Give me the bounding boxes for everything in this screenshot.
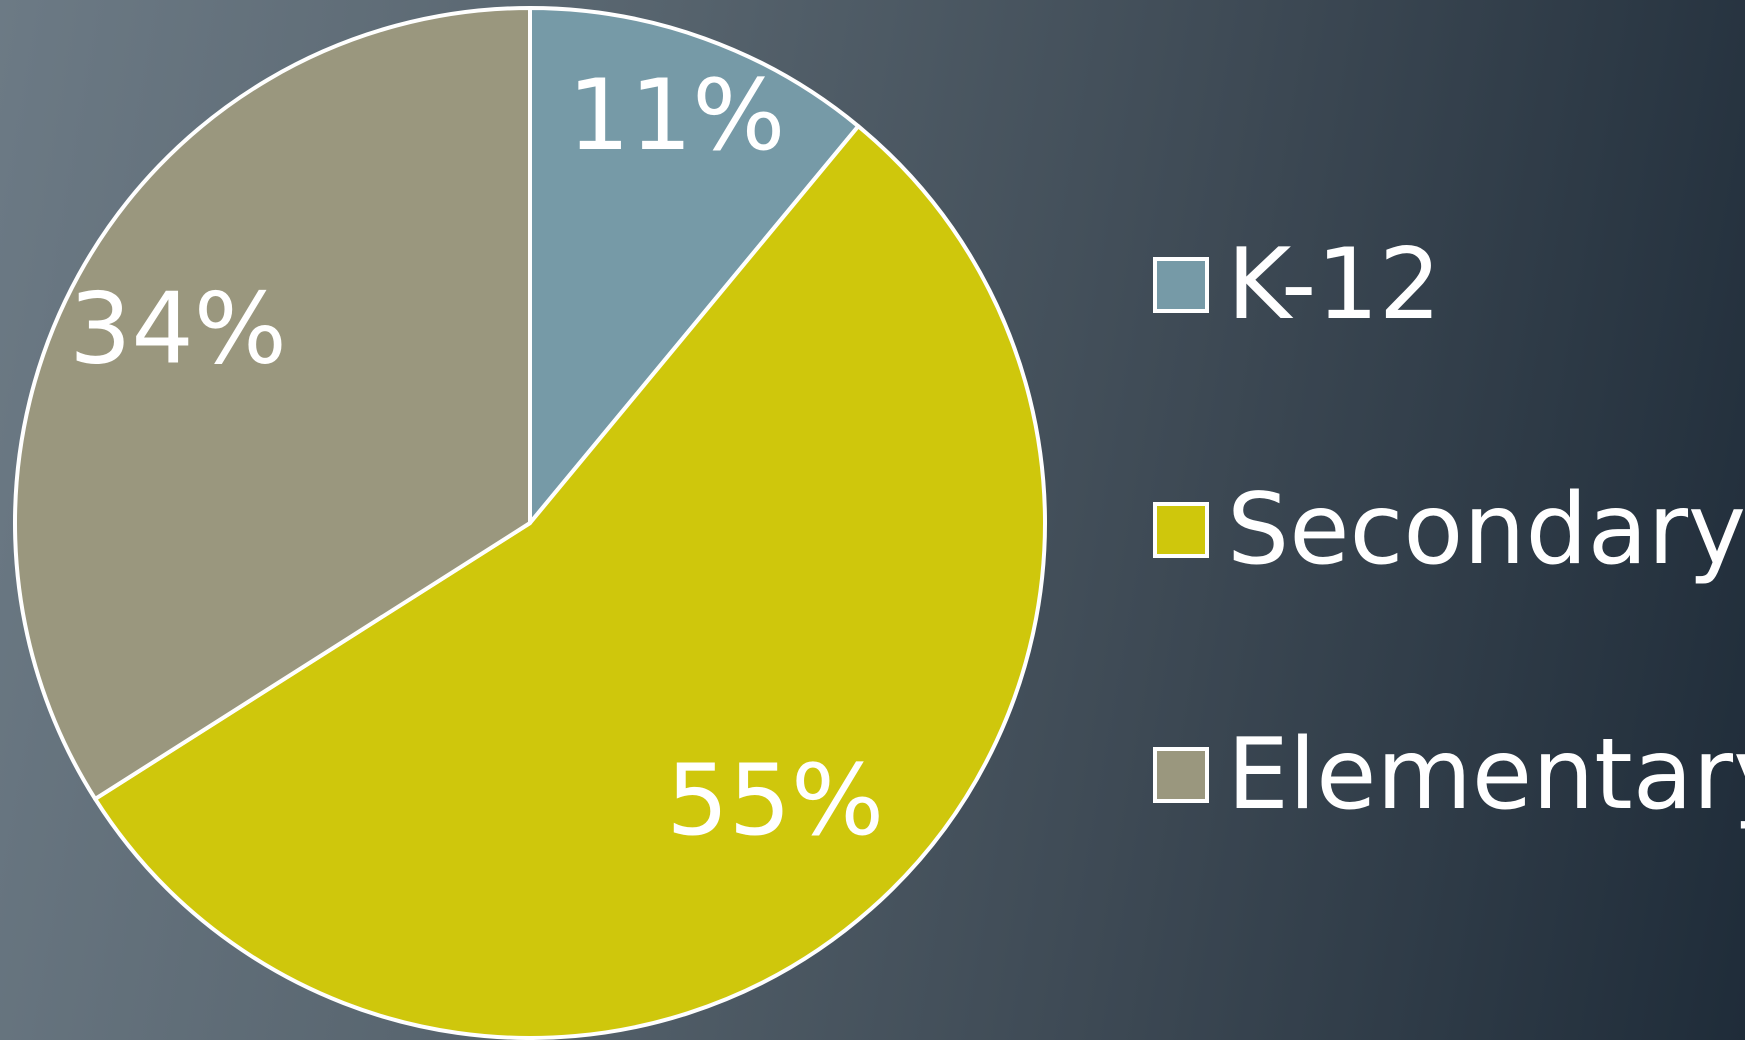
legend-swatch-secondary	[1153, 502, 1209, 558]
legend-label-secondary: Secondary	[1227, 473, 1745, 587]
pie-data-labels: 11% 55% 34%	[69, 59, 884, 858]
data-label-secondary: 55%	[666, 744, 884, 858]
legend-swatch-k-12	[1153, 257, 1209, 313]
legend-label-k-12: K-12	[1227, 228, 1441, 342]
pie-slice-elementary	[13, 6, 532, 801]
legend-item-secondary: Secondary	[1153, 473, 1745, 587]
legend-item-elementary: Elementary	[1153, 718, 1745, 832]
legend-item-k-12: K-12	[1153, 228, 1441, 342]
pie-slice-secondary	[93, 124, 1047, 1040]
legend-swatch-elementary	[1153, 747, 1209, 803]
pie-slice-k-12	[528, 6, 861, 525]
data-label-k-12: 11%	[568, 59, 786, 173]
data-label-elementary: 34%	[69, 272, 287, 386]
pie-slices	[13, 6, 1047, 1040]
legend-label-elementary: Elementary	[1227, 718, 1745, 832]
legend: K-12 Secondary Elementary	[1153, 228, 1745, 832]
